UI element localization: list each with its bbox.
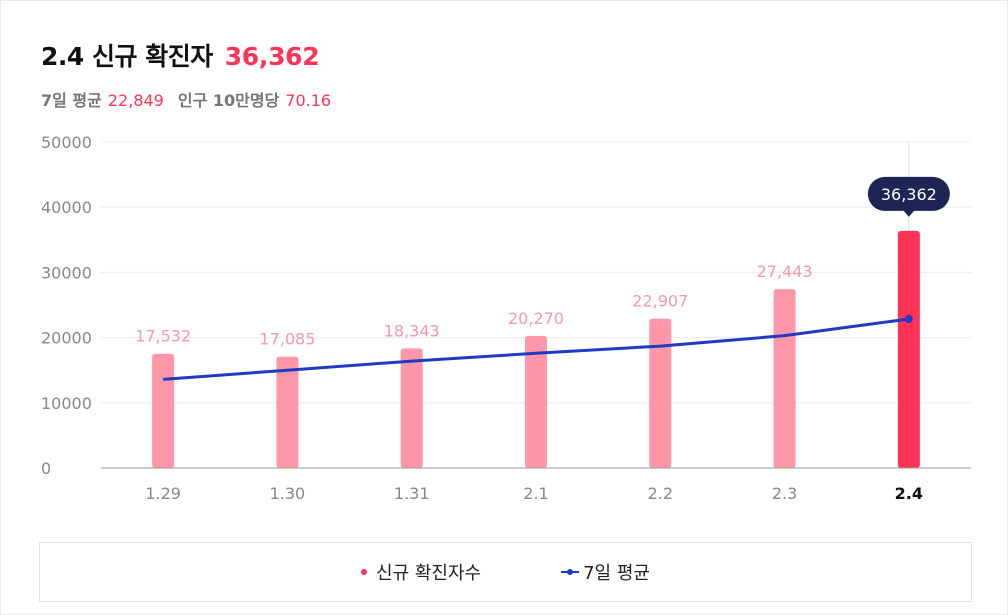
data-label: 17,532 bbox=[135, 327, 191, 346]
legend-item-7day-avg[interactable]: 7일 평균 bbox=[561, 559, 650, 585]
chart-header: 2.4 신규 확진자 36,362 7일 평균 22,849 인구 10만명당 … bbox=[41, 37, 331, 111]
avg-point bbox=[904, 315, 913, 324]
avg-value: 22,849 bbox=[107, 91, 164, 110]
legend-label-7day-avg: 7일 평균 bbox=[583, 563, 650, 584]
headline-value: 36,362 bbox=[224, 42, 320, 71]
x-tick-label: 2.2 bbox=[648, 484, 673, 503]
data-label: 17,085 bbox=[259, 330, 315, 349]
x-tick-label: 1.31 bbox=[394, 484, 430, 503]
bar bbox=[773, 289, 796, 468]
legend-label-new-cases: 신규 확진자수 bbox=[376, 563, 482, 584]
per100k-value: 70.16 bbox=[285, 91, 332, 110]
y-tick-label: 20000 bbox=[41, 329, 92, 348]
bar bbox=[152, 353, 175, 468]
chart-legend: 신규 확진자수 7일 평균 bbox=[39, 542, 972, 602]
x-tick-label: 2.3 bbox=[772, 484, 797, 503]
x-tick-label: 1.29 bbox=[145, 484, 181, 503]
x-tick-label: 2.1 bbox=[523, 484, 548, 503]
tooltip-bubble bbox=[867, 176, 950, 211]
y-tick-label: 40000 bbox=[41, 198, 92, 217]
red-dot-icon bbox=[361, 569, 368, 575]
y-tick-label: 0 bbox=[41, 459, 51, 478]
blue-line-marker-icon bbox=[561, 569, 580, 575]
x-tick-label: 1.30 bbox=[270, 484, 306, 503]
chart-plot: 0 10000 20000 30000 40000 50000 17,532 17,085 18… bbox=[41, 133, 971, 503]
data-label: 20,270 bbox=[508, 309, 564, 328]
legend-item-new-cases[interactable]: 신규 확진자수 bbox=[361, 559, 481, 585]
data-label: 27,443 bbox=[757, 262, 813, 281]
summary-row: 7일 평균 22,849 인구 10만명당 70.16 bbox=[41, 87, 331, 111]
bar bbox=[525, 335, 547, 468]
x-tick-label: 2.4 bbox=[895, 484, 923, 503]
y-tick-label: 30000 bbox=[41, 263, 92, 282]
tooltip-value: 36,362 bbox=[881, 185, 937, 204]
avg-label: 7일 평균 bbox=[41, 91, 102, 110]
chart-title: 2.4 신규 확진자 bbox=[41, 42, 213, 71]
tooltip-pointer bbox=[902, 209, 915, 217]
per100k-label: 인구 10만명당 bbox=[177, 91, 280, 110]
bar bbox=[276, 356, 299, 468]
bar bbox=[649, 318, 672, 468]
data-label: 18,343 bbox=[384, 321, 440, 340]
bar bbox=[897, 230, 920, 468]
avg-line bbox=[163, 317, 910, 381]
y-tick-label: 10000 bbox=[41, 394, 92, 413]
data-label: 22,907 bbox=[632, 292, 688, 311]
bar bbox=[400, 348, 423, 468]
y-tick-label: 50000 bbox=[41, 133, 92, 152]
